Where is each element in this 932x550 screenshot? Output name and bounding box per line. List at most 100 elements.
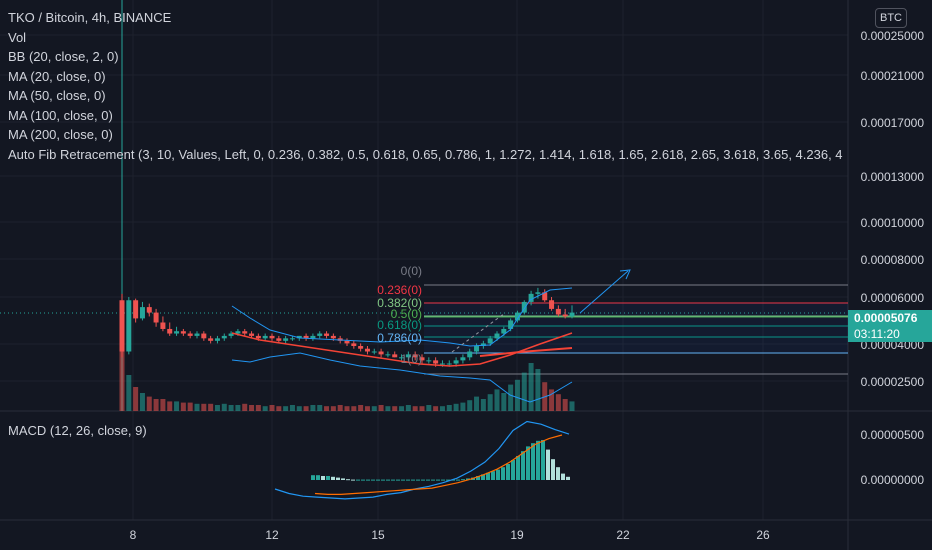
fib-label-0382: 0.382(0) (377, 296, 422, 310)
volume-bar (214, 405, 220, 411)
legend-ma200[interactable]: MA (200, close, 0) (8, 127, 113, 142)
volume-bar (174, 401, 180, 411)
candle-body (255, 335, 261, 339)
macd-histogram-bar (336, 477, 340, 480)
date-tick: 26 (756, 528, 770, 542)
candle-body (433, 360, 439, 364)
macd-histogram-bar (566, 476, 570, 480)
candle-body (521, 301, 527, 313)
macd-histogram-bar (326, 476, 330, 480)
volume-bar (276, 406, 282, 411)
price-tick: 0.00010000 (860, 216, 924, 230)
candle-body (344, 340, 350, 344)
volume-bar (153, 399, 159, 411)
macd-histogram-bar (461, 479, 465, 481)
candle-body (126, 300, 132, 352)
candle-body (208, 338, 214, 341)
candle-body (460, 357, 466, 361)
candle-body (528, 293, 534, 302)
candle-body (330, 335, 336, 339)
volume-bar (528, 363, 534, 411)
volume-bar (439, 406, 445, 411)
volume-bar (146, 396, 152, 411)
currency-badge[interactable]: BTC (875, 8, 907, 28)
legend-auto-fib[interactable]: Auto Fib Retracement (3, 10, Values, Lef… (8, 146, 843, 162)
symbol-title[interactable]: TKO / Bitcoin, 4h, BINANCE (8, 10, 172, 25)
candle-body (392, 354, 398, 358)
macd-histogram-bar (321, 476, 325, 480)
candle-body (419, 357, 425, 361)
price-tick: 0.00021000 (860, 69, 924, 83)
candle-body (480, 343, 486, 347)
volume-bar (228, 405, 234, 411)
candle-body (201, 333, 207, 339)
legend-bb[interactable]: BB (20, close, 2, 0) (8, 49, 119, 64)
macd-legend-label: MACD (12, 26, close, 9) (8, 423, 147, 438)
macd-line (274, 420, 570, 500)
volume-bar (426, 405, 432, 411)
volume-bar (303, 406, 309, 411)
candle-body (494, 333, 500, 339)
volume-bar (330, 406, 336, 411)
volume-bar (344, 406, 350, 411)
volume-bar (501, 393, 507, 411)
volume-bar (514, 379, 520, 411)
candle-body (194, 333, 200, 336)
macd-histogram-bar (511, 460, 515, 480)
candle-body (487, 338, 493, 344)
volume-bar (419, 406, 425, 411)
fib-zone (424, 303, 848, 353)
macd-histogram-bar (396, 479, 400, 481)
macd-histogram-bar (551, 459, 555, 480)
candle-body (467, 351, 473, 358)
volume-bar (364, 406, 370, 411)
macd-histogram-bar (316, 475, 320, 480)
volume-bar (283, 406, 289, 411)
volume-bar (126, 375, 132, 411)
candle-body (310, 335, 316, 339)
macd-histogram-bar (481, 474, 485, 480)
indicator-legend: TKO / Bitcoin, 4h, BINANCE Vol BB (20, c… (8, 8, 848, 164)
fib-label-0786: 0.786(0) (377, 331, 422, 345)
legend-ma100[interactable]: MA (100, close, 0) (8, 107, 113, 123)
volume-bar (133, 387, 139, 411)
current-price: 0.00005076 (854, 311, 918, 325)
candle-body (324, 333, 330, 336)
ma-line (479, 347, 573, 357)
volume-bar (460, 402, 466, 411)
fib-label-0: 0(0) (400, 264, 422, 278)
legend-ma20[interactable]: MA (20, close, 0) (8, 68, 106, 84)
candle-body (399, 357, 405, 359)
candle-body (262, 335, 268, 339)
date-tick: 12 (265, 528, 279, 542)
current-price-tag: 0.00005076 03:11:20 (848, 310, 932, 342)
candle-body (283, 338, 289, 341)
legend-vol[interactable]: Vol (8, 29, 27, 45)
date-tick: 19 (510, 528, 524, 542)
macd-histogram-bar (446, 479, 450, 481)
candle-body (133, 300, 139, 319)
volume-bar (194, 403, 200, 411)
volume-bar (378, 405, 384, 411)
macd-histogram-bar (391, 479, 395, 481)
volume-bar (521, 372, 527, 411)
volume-bar (549, 389, 555, 411)
volume-bar (562, 399, 568, 411)
volume-bar (433, 406, 439, 411)
macd-tick: 0.00000500 (860, 428, 924, 442)
candle-body (146, 307, 152, 313)
arrow-head-icon (619, 269, 631, 280)
macd-legend[interactable]: MACD (12, 26, close, 9) (8, 421, 147, 441)
legend-ma50[interactable]: MA (50, close, 0) (8, 88, 106, 103)
macd-histogram-bar (331, 476, 335, 480)
volume-bar (310, 405, 316, 411)
candle-countdown: 03:11:20 (854, 327, 900, 341)
volume-bar (446, 405, 452, 411)
macd-histogram-bar (496, 469, 500, 480)
candle-body (289, 338, 295, 340)
candle-body (439, 363, 445, 365)
volume-bar (569, 401, 575, 411)
price-tick: 0.00025000 (860, 29, 924, 43)
candle-body (276, 338, 282, 341)
